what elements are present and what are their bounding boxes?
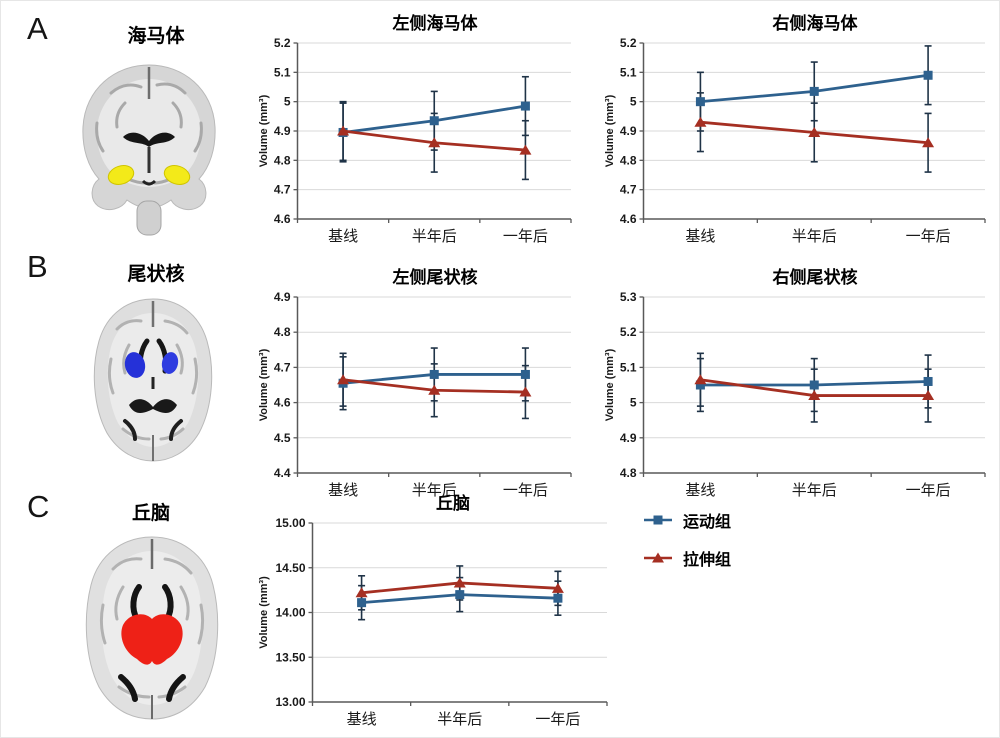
svg-text:一年后: 一年后 <box>535 711 580 728</box>
svg-text:4.6: 4.6 <box>274 396 291 410</box>
svg-text:4.6: 4.6 <box>274 212 291 226</box>
svg-text:半年后: 半年后 <box>412 482 457 499</box>
brain-axial-caudate-image <box>93 298 213 462</box>
chart-title: 左侧尾状核 <box>392 268 478 287</box>
svg-text:基线: 基线 <box>685 228 715 245</box>
region-title-caudate: 尾状核 <box>127 264 185 285</box>
panel-label-c: C <box>27 489 50 524</box>
svg-text:5.3: 5.3 <box>620 291 637 304</box>
svg-text:4.4: 4.4 <box>274 466 291 480</box>
svg-text:5: 5 <box>630 95 637 109</box>
chart-title: 左侧海马体 <box>392 14 478 33</box>
brain-coronal-hippocampus-image <box>82 64 216 236</box>
chart-title: 丘脑 <box>436 494 470 513</box>
chart-right-hippocampus: 右侧海马体 4.6 4.7 4.8 4.9 5 5.1 5.2 基线 半年后 一年后 Volume … <box>603 13 993 253</box>
svg-text:13.50: 13.50 <box>275 650 305 664</box>
svg-text:4.8: 4.8 <box>620 466 637 480</box>
svg-text:一年后: 一年后 <box>906 228 951 245</box>
svg-text:Volume (mm³): Volume (mm³) <box>258 94 270 167</box>
svg-text:Volume (mm³): Volume (mm³) <box>604 94 616 167</box>
svg-text:4.7: 4.7 <box>274 183 291 197</box>
svg-text:4.9: 4.9 <box>620 124 637 138</box>
chart-left-caudate: 左侧尾状核 4.4 4.5 4.6 4.7 4.8 4.9 基线 半年后 一年后 Volume (… <box>257 267 579 507</box>
svg-text:4.9: 4.9 <box>274 291 291 304</box>
square-marker-icon <box>644 515 672 525</box>
svg-text:5.2: 5.2 <box>620 37 637 50</box>
svg-text:4.8: 4.8 <box>620 153 637 167</box>
region-title-hippocampus: 海马体 <box>127 26 185 47</box>
chart-plot: 4.4 4.5 4.6 4.7 4.8 4.9 基线 半年后 一年后 Volume (mm³) <box>258 291 572 499</box>
panel-label-a: A <box>27 11 48 46</box>
svg-text:4.9: 4.9 <box>274 124 291 138</box>
chart-plot: 13.00 13.50 14.00 14.50 15.00 基线 半年后 一年后 Volume … <box>258 517 608 728</box>
svg-text:基线: 基线 <box>685 482 715 499</box>
svg-text:4.8: 4.8 <box>274 325 291 339</box>
svg-text:Volume (mm³): Volume (mm³) <box>258 348 270 421</box>
svg-text:5.1: 5.1 <box>620 65 637 79</box>
chart-legend: 运动组 拉伸组 <box>643 505 731 573</box>
chart-title: 右侧尾状核 <box>772 268 858 287</box>
svg-text:13.00: 13.00 <box>275 695 305 709</box>
svg-text:半年后: 半年后 <box>437 711 482 728</box>
svg-text:4.6: 4.6 <box>620 212 637 226</box>
panel-label-b: B <box>27 249 48 284</box>
svg-text:14.00: 14.00 <box>275 606 305 620</box>
svg-text:半年后: 半年后 <box>412 228 457 245</box>
chart-thalamus: 丘脑 13.00 13.50 14.00 14.50 15.00 基线 半年后 一年后 Volu… <box>257 493 615 736</box>
chart-plot: 4.6 4.7 4.8 4.9 5 5.1 5.2 基线 半年后 一年后 Volume (mm³) <box>604 37 986 245</box>
svg-text:14.50: 14.50 <box>275 561 305 575</box>
svg-text:一年后: 一年后 <box>503 482 548 499</box>
chart-left-hippocampus: 左侧海马体 4.6 4.7 4.8 4.9 5 5.1 5.2 基线 半年后 一年后 Volume … <box>257 13 579 253</box>
triangle-marker-icon <box>644 552 672 563</box>
svg-text:5.2: 5.2 <box>620 325 637 339</box>
svg-text:5.1: 5.1 <box>274 65 291 79</box>
svg-text:4.7: 4.7 <box>274 360 291 374</box>
legend-label: 运动组 <box>683 514 732 531</box>
svg-text:一年后: 一年后 <box>503 228 548 245</box>
svg-text:基线: 基线 <box>328 228 358 245</box>
svg-text:基线: 基线 <box>347 711 377 728</box>
svg-text:4.7: 4.7 <box>620 183 637 197</box>
svg-text:15.00: 15.00 <box>275 517 305 530</box>
svg-text:Volume (mm³): Volume (mm³) <box>258 576 270 649</box>
svg-text:5: 5 <box>630 396 637 410</box>
chart-right-caudate: 右侧尾状核 4.8 4.9 5 5.1 5.2 5.3 基线 半年后 一年后 Volume (mm… <box>603 267 993 507</box>
legend-label: 拉伸组 <box>683 552 732 569</box>
svg-text:4.9: 4.9 <box>620 431 637 445</box>
brain-axial-thalamus-image <box>85 536 219 720</box>
svg-text:5.1: 5.1 <box>620 360 637 374</box>
chart-plot: 4.6 4.7 4.8 4.9 5 5.1 5.2 基线 半年后 一年后 Volume (mm³) <box>258 37 572 245</box>
legend-item-exercise-group: 运动组 <box>643 505 731 535</box>
svg-text:5.2: 5.2 <box>274 37 291 50</box>
svg-text:半年后: 半年后 <box>792 482 837 499</box>
svg-text:基线: 基线 <box>328 482 358 499</box>
svg-text:半年后: 半年后 <box>792 228 837 245</box>
legend-item-stretch-group: 拉伸组 <box>643 543 731 573</box>
chart-plot: 4.8 4.9 5 5.1 5.2 5.3 基线 半年后 一年后 Volume (mm³) <box>604 291 986 499</box>
svg-text:4.8: 4.8 <box>274 153 291 167</box>
region-title-thalamus: 丘脑 <box>131 503 170 524</box>
svg-text:一年后: 一年后 <box>906 482 951 499</box>
svg-text:4.5: 4.5 <box>274 431 291 445</box>
svg-text:5: 5 <box>284 95 291 109</box>
svg-text:Volume (mm³): Volume (mm³) <box>604 348 616 421</box>
chart-title: 右侧海马体 <box>772 14 858 33</box>
